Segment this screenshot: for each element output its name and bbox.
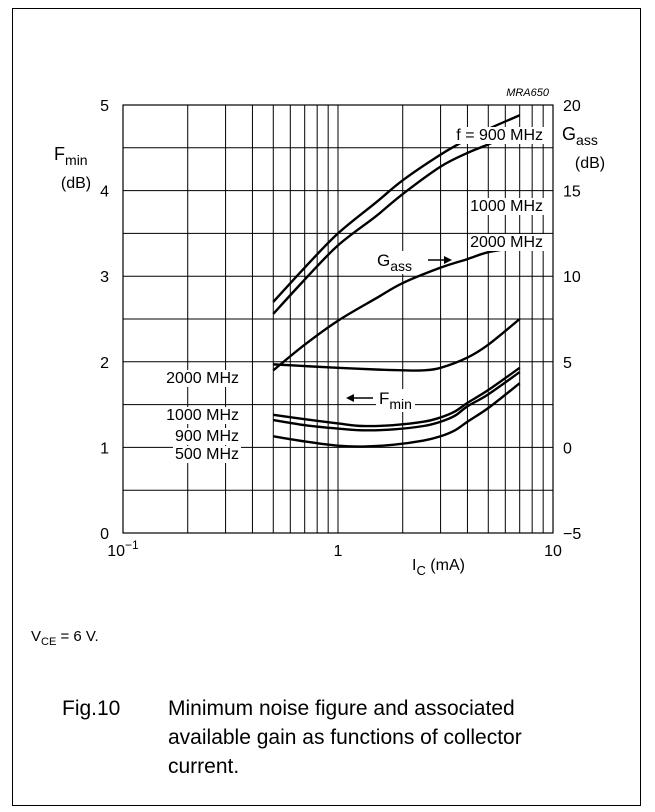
right-tick-label: −5 <box>563 526 581 543</box>
x-tick-label: 10−1 <box>107 538 139 560</box>
series-label-500-noise: 500 MHz <box>175 446 239 463</box>
series-label-1000-noise: 1000 MHz <box>166 407 239 424</box>
right-tick-label: 10 <box>563 269 581 286</box>
left-tick-label: 3 <box>100 269 109 286</box>
left-tick-label: 4 <box>100 184 109 201</box>
series-label-2000-gain: 2000 MHz <box>470 234 543 251</box>
noise-arrowhead <box>346 394 354 402</box>
left-tick-label: 5 <box>100 98 109 115</box>
gain-arrowhead <box>444 256 452 264</box>
right-tick-label: 5 <box>563 355 572 372</box>
left-axis-unit: (dB) <box>61 175 91 192</box>
right-tick-label: 15 <box>563 184 581 201</box>
x-tick-label: 10 <box>544 543 562 560</box>
x-tick-label: 1 <box>334 543 343 560</box>
right-axis-title: Gass <box>562 124 598 148</box>
series-label-900-gain: f = 900 MHz <box>456 127 543 144</box>
left-tick-label: 0 <box>100 526 109 543</box>
left-tick-label: 1 <box>100 440 109 457</box>
right-axis-unit: (dB) <box>575 155 605 172</box>
figure-code: MRA650 <box>506 87 550 99</box>
x-axis-title: IC (mA) <box>412 557 465 578</box>
left-tick-label: 2 <box>100 355 109 372</box>
right-tick-label: 0 <box>563 440 572 457</box>
series-label-2000-noise: 2000 MHz <box>166 370 239 387</box>
caption-text: Minimum noise figure and associated avai… <box>168 694 588 781</box>
grid <box>123 105 553 533</box>
condition-note: VCE = 6 V. <box>31 628 99 648</box>
right-tick-label: 20 <box>563 98 581 115</box>
series-label-1000-gain: 1000 MHz <box>470 198 543 215</box>
series-line-noise-2000-mhz <box>273 319 519 371</box>
series-label-900-noise: 900 MHz <box>175 428 239 445</box>
noise-gain-chart: 0 1 2 3 4 5 −5 0 5 10 15 20 10−1 1 10 Fmin (dB) Gass (dB) I… <box>0 0 655 640</box>
caption-number: Fig.10 <box>62 694 120 723</box>
left-axis-title: Fmin <box>54 144 88 168</box>
